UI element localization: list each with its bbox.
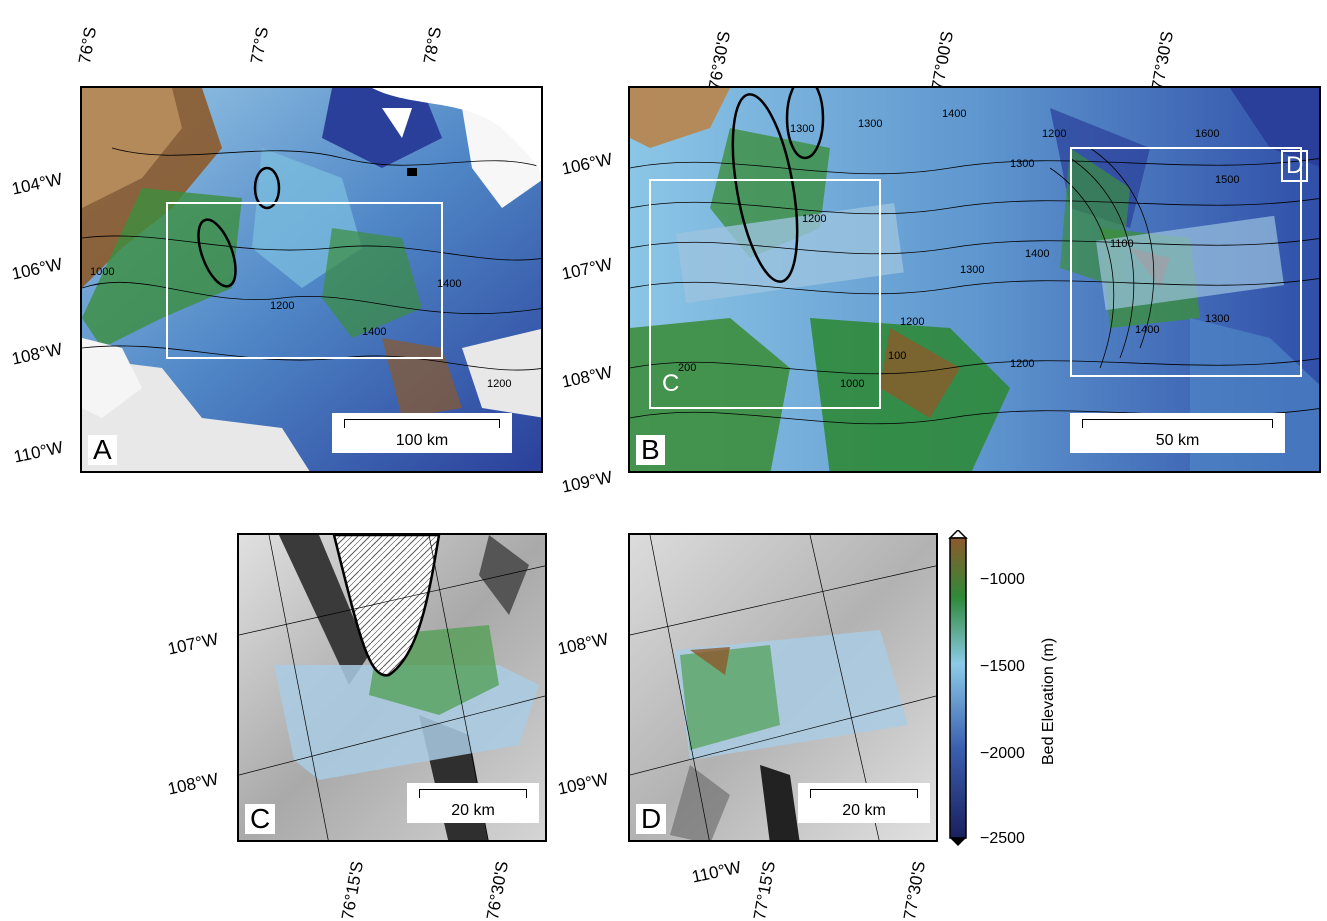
colorbar-tick: −2000 xyxy=(980,745,1025,762)
panel-b-contour-label: 1200 xyxy=(1010,358,1035,370)
panel-a-scale-text: 100 km xyxy=(395,432,449,449)
panel-c-label: C xyxy=(245,804,276,834)
panel-c-lon-tick: 108°W xyxy=(166,769,221,799)
panel-a-contour-label: 1200 xyxy=(487,378,512,390)
panel-d-map: 20 km D xyxy=(628,533,938,842)
panel-b-label: B xyxy=(636,435,665,465)
panel-b-box-c-label: C xyxy=(662,370,680,397)
panel-d-terrain xyxy=(630,535,936,840)
panel-b-contour-label: 1300 xyxy=(1205,313,1230,325)
colorbar-title: Bed Elevation (m) xyxy=(1040,637,1057,765)
panel-b-contour-label: 1400 xyxy=(1025,248,1050,260)
panel-b-lon-tick: 109°W xyxy=(560,467,615,497)
panel-b-contour-label: 1300 xyxy=(1010,158,1035,170)
panel-b-contour-label: 1400 xyxy=(942,108,967,120)
panel-b-contour-label: 1200 xyxy=(802,213,827,225)
panel-b-contour-label: 1500 xyxy=(1215,174,1240,186)
panel-d-lat-tick: 77°30'S xyxy=(900,859,929,921)
panel-a-label: A xyxy=(88,435,117,465)
panel-b-box-d-label: D xyxy=(1281,150,1309,182)
panel-c-scale-text: 20 km xyxy=(451,802,495,819)
panel-a-contour-label: 1400 xyxy=(362,326,387,338)
panel-a-lat-tick: 78°S xyxy=(420,25,446,66)
panel-a-lon-tick: 110°W xyxy=(12,437,65,467)
panel-b-contour-label: 1200 xyxy=(900,316,925,328)
panel-d-scale-text: 20 km xyxy=(842,802,886,819)
panel-b-lat-tick: 77°00'S xyxy=(928,29,957,92)
panel-a-lon-tick: 104°W xyxy=(10,169,65,199)
panel-d-lon-tick: 109°W xyxy=(556,769,611,799)
panel-a-lon-tick: 106°W xyxy=(10,254,65,284)
panel-b-scale-text: 50 km xyxy=(1155,432,1200,449)
panel-b-contour-label: 1300 xyxy=(858,118,883,130)
panel-a-contour-label: 1200 xyxy=(270,300,295,312)
panel-a-scale-bar: 100 km xyxy=(332,413,512,453)
colorbar-tick: −1000 xyxy=(980,571,1025,588)
colorbar-tick: −2500 xyxy=(980,830,1025,847)
panel-b-scale-bar: 50 km xyxy=(1070,413,1285,453)
panel-a-contour-label: 1400 xyxy=(437,278,462,290)
panel-a-lat-tick: 77°S xyxy=(247,25,273,66)
panel-b-contour-label: 100 xyxy=(888,350,907,362)
panel-b-lat-tick: 77°30'S xyxy=(1148,29,1177,92)
panel-b-lat-tick: 76°30'S xyxy=(705,29,734,92)
panel-b-contour-label: 1200 xyxy=(1042,128,1067,140)
panel-b-contour-label: 1100 xyxy=(1110,238,1134,250)
panel-b-map: 1300 1300 1200 1400 1200 1300 1600 1500 … xyxy=(628,86,1321,473)
panel-a-lat-tick: 76°S xyxy=(75,25,101,66)
panel-b-contour-label: 1300 xyxy=(790,123,815,135)
panel-b-contour-label: 1000 xyxy=(840,378,865,390)
colorbar-ticks: −1000 −1500 −2000 −2500 xyxy=(980,530,1030,847)
panel-d-scale-bar: 20 km xyxy=(798,783,930,823)
panel-a-terrain xyxy=(82,88,541,471)
panel-c-lat-tick: 76°15'S xyxy=(338,859,367,921)
panel-c-lon-tick: 107°W xyxy=(166,629,221,659)
colorbar xyxy=(948,528,968,846)
panel-b-contour-label: 1600 xyxy=(1195,128,1220,140)
panel-c-map: 20 km C xyxy=(237,533,547,842)
panel-a-map: 1000 1200 1400 1400 1200 100 km A xyxy=(80,86,543,473)
panel-d-lon-tick: 108°W xyxy=(556,629,611,659)
colorbar-gradient xyxy=(948,528,968,846)
panel-c-scale-bar: 20 km xyxy=(407,783,539,823)
panel-b-contour-label: 1300 xyxy=(960,264,985,276)
panel-c-lat-tick: 76°30'S xyxy=(483,859,512,921)
panel-d-label: D xyxy=(636,804,667,834)
panel-b-contour-label: 200 xyxy=(678,362,697,374)
panel-d-lat-tick: 110°W xyxy=(690,857,743,887)
panel-d-lat-tick: 77°15'S xyxy=(750,859,779,921)
panel-b-lon-tick: 106°W xyxy=(560,149,615,179)
panel-b-lon-tick: 108°W xyxy=(560,362,615,392)
panel-b-contour-label: 1400 xyxy=(1135,324,1160,336)
colorbar-tick: −1500 xyxy=(980,658,1025,675)
panel-a-lon-tick: 108°W xyxy=(10,339,65,369)
panel-b-terrain xyxy=(630,88,1319,471)
panel-b-lon-tick: 107°W xyxy=(560,254,615,284)
panel-a-contour-label: 1000 xyxy=(90,266,115,278)
